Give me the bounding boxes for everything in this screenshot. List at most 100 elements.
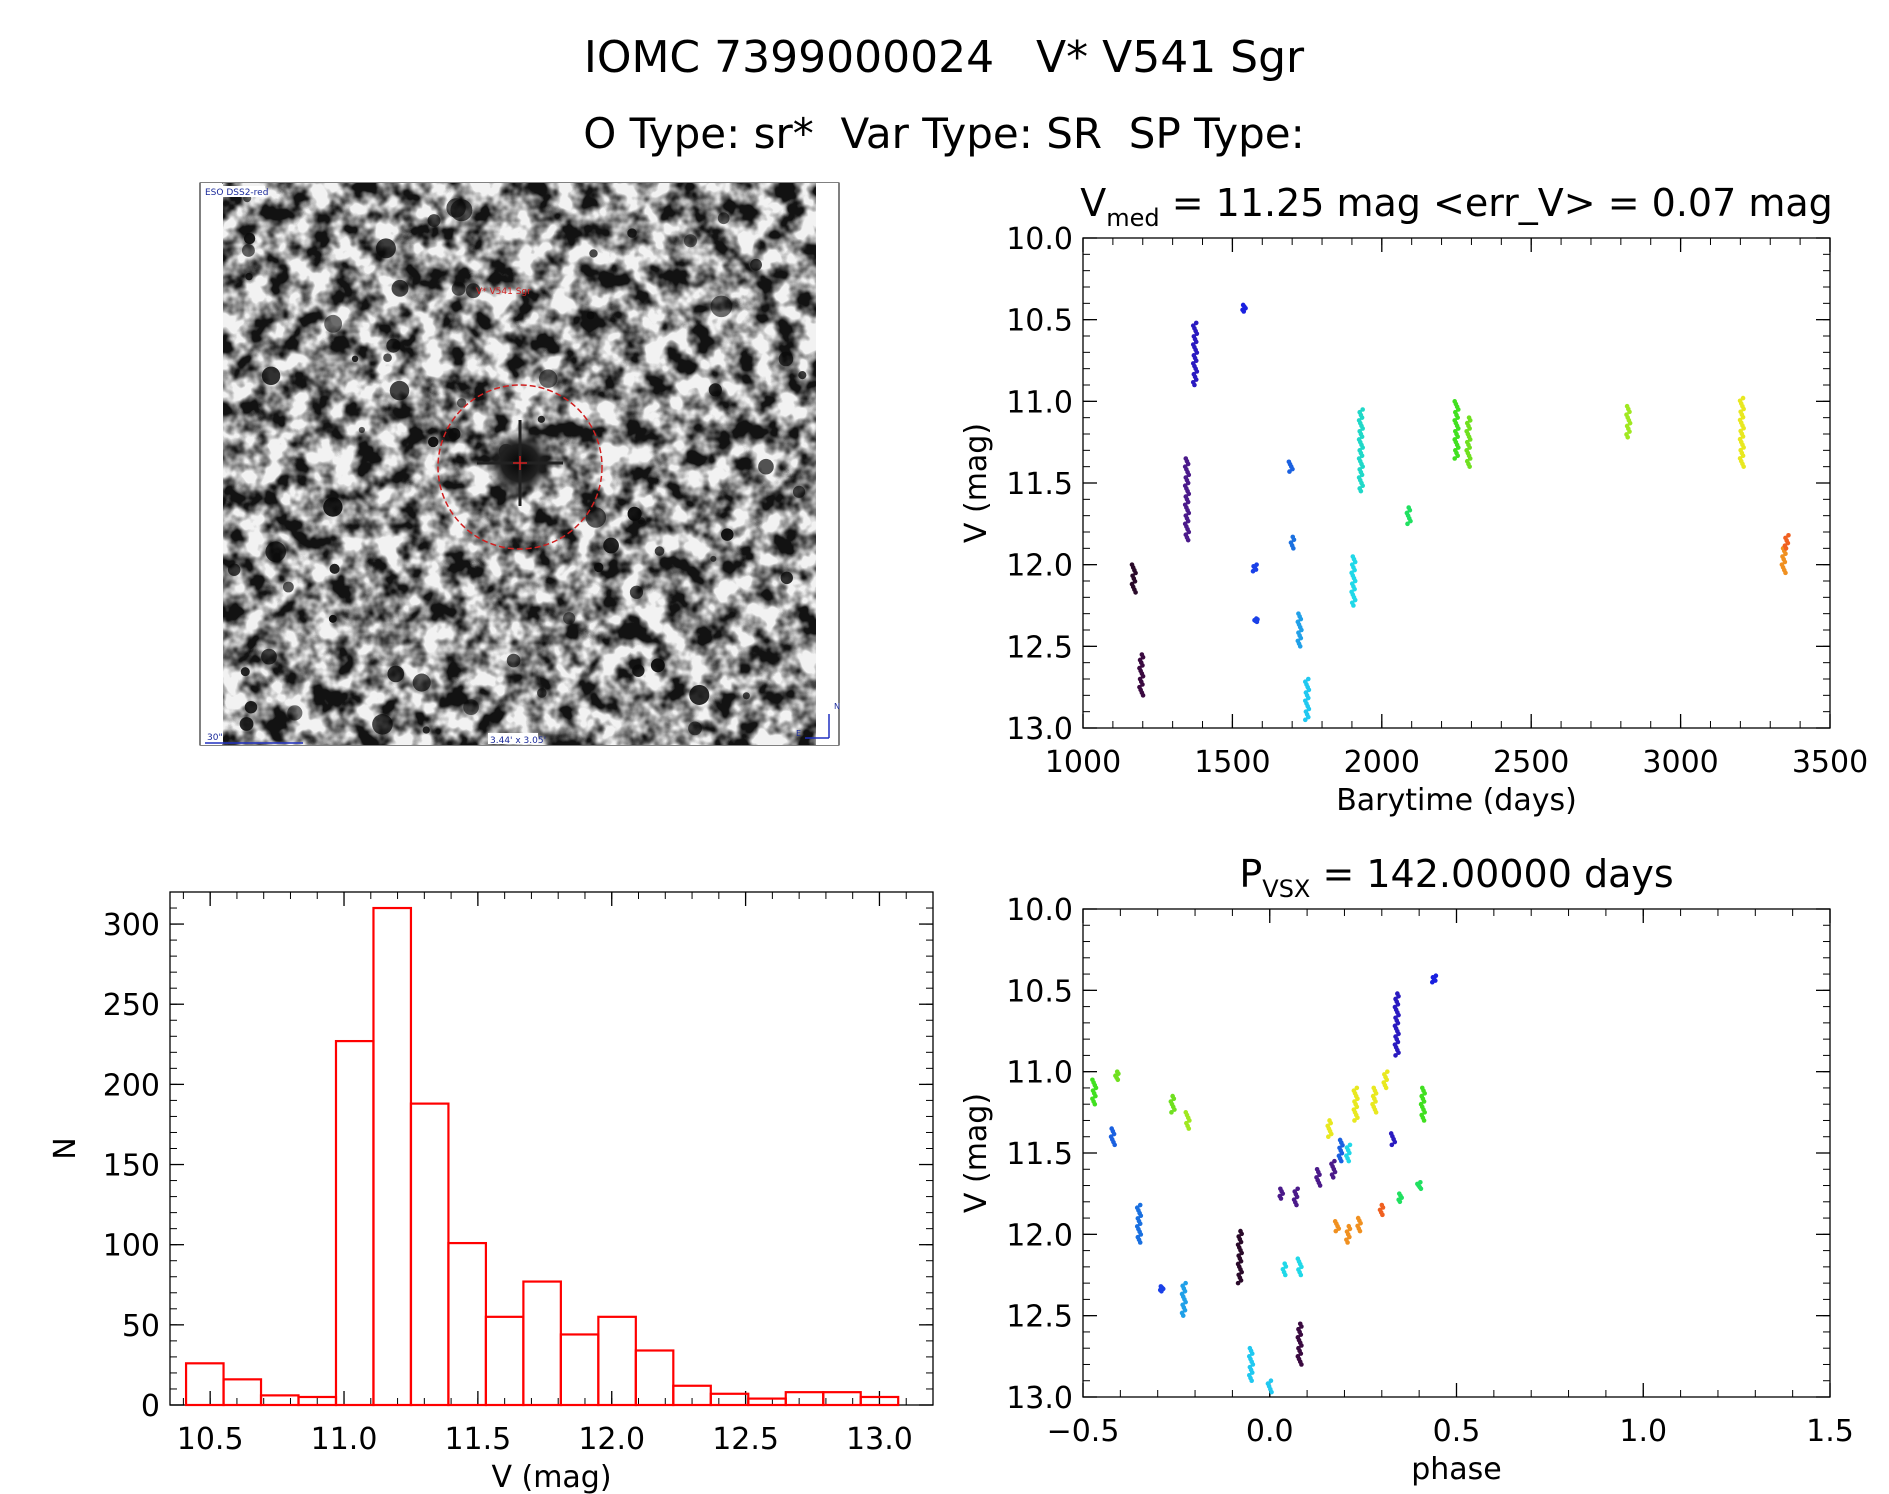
field-star — [585, 507, 607, 528]
data-point — [1186, 472, 1192, 478]
title-main: V — [1080, 181, 1106, 225]
field-star — [241, 243, 255, 257]
fov-label: 3.44' x 3.05' — [490, 736, 546, 746]
field-star — [324, 314, 343, 333]
y-tick-label: 10.0 — [1006, 222, 1073, 257]
field-star — [778, 351, 794, 367]
data-point — [1093, 1085, 1099, 1091]
histogram-bar — [822, 1391, 862, 1407]
data-point — [1328, 1120, 1334, 1126]
field-star — [240, 667, 250, 677]
field-star — [708, 383, 722, 397]
y-tick-label: 13.0 — [1006, 1381, 1073, 1416]
x-tick-label: 12.5 — [712, 1422, 779, 1457]
data-point — [1306, 714, 1311, 720]
histogram-bar — [784, 1391, 825, 1407]
field-star — [563, 612, 576, 625]
title-main: P — [1239, 852, 1262, 896]
data-point — [1783, 546, 1789, 551]
field-star — [750, 258, 762, 271]
field-star — [627, 506, 642, 521]
data-point — [1359, 415, 1365, 420]
field-star — [710, 295, 733, 318]
survey-label: ESO DSS2-red — [205, 188, 268, 198]
data-point — [1395, 1002, 1401, 1007]
y-tick-label: 12.0 — [1006, 1218, 1073, 1253]
data-point — [1456, 426, 1461, 431]
data-point — [1294, 1194, 1300, 1200]
title-rest: = 11.25 mag <err_V> = 0.07 mag — [1160, 181, 1833, 225]
data-point — [1132, 579, 1138, 584]
data-point — [1456, 407, 1461, 412]
data-point — [1352, 559, 1358, 565]
field-star — [244, 700, 258, 714]
data-point — [1782, 559, 1788, 565]
data-point — [1194, 331, 1200, 337]
data-point — [1393, 1053, 1398, 1058]
data-point — [1339, 1158, 1344, 1164]
data-point — [1340, 1142, 1345, 1148]
data-point — [1193, 358, 1199, 364]
field-star — [688, 721, 702, 736]
data-point — [1299, 1362, 1304, 1367]
data-point — [1392, 1139, 1398, 1145]
data-point — [1396, 1012, 1401, 1018]
field-star — [412, 673, 431, 692]
data-point — [1306, 687, 1312, 693]
data-point — [1187, 1118, 1192, 1123]
data-point — [1140, 682, 1145, 687]
field-star — [654, 546, 665, 556]
y-tick-label: 10.0 — [1006, 893, 1073, 928]
compass-north-label: N — [834, 702, 840, 711]
data-point — [1395, 1039, 1401, 1045]
histogram-bar — [334, 1039, 375, 1407]
data-point — [1299, 1324, 1304, 1329]
field-star — [586, 311, 595, 320]
field-star — [239, 717, 254, 731]
data-point — [1299, 1343, 1304, 1348]
data-point — [1194, 350, 1200, 355]
y-tick-label: 12.5 — [1006, 630, 1073, 665]
field-star — [261, 648, 277, 665]
data-point — [1373, 1099, 1378, 1104]
data-point — [1385, 1069, 1390, 1074]
scale-label: 30" — [207, 733, 223, 743]
field-star — [391, 279, 409, 297]
field-star — [243, 232, 256, 245]
data-point — [1183, 1280, 1188, 1286]
data-point — [1138, 1213, 1144, 1219]
x-tick-label: 3500 — [1792, 745, 1868, 780]
field-star — [427, 436, 439, 448]
data-point — [1298, 635, 1304, 641]
data-point — [1452, 456, 1457, 461]
data-point — [1299, 1264, 1304, 1270]
field-star — [387, 665, 405, 683]
field-star — [506, 653, 521, 668]
data-point — [1741, 445, 1746, 450]
data-point — [1241, 309, 1247, 314]
field-star — [650, 658, 665, 673]
data-point — [1278, 1196, 1284, 1201]
data-point — [1185, 537, 1191, 543]
y-axis-label: V (mag) — [959, 1093, 994, 1213]
data-point — [1239, 1250, 1244, 1256]
plot-title: PVSX = 142.00000 days — [1239, 852, 1673, 903]
data-point — [1339, 1150, 1345, 1156]
data-point — [1352, 597, 1358, 603]
x-tick-label: 12.0 — [578, 1422, 645, 1457]
x-tick-label: 1000 — [1045, 745, 1121, 780]
data-point — [1359, 453, 1365, 459]
data-point — [1467, 464, 1472, 469]
field-star — [537, 688, 547, 698]
data-point — [1294, 1202, 1299, 1208]
data-point — [1137, 1240, 1143, 1245]
x-tick-label: 0.5 — [1433, 1414, 1481, 1449]
data-point — [1383, 1085, 1389, 1091]
data-point — [1396, 993, 1401, 999]
field-star — [683, 234, 698, 248]
field-star — [358, 426, 365, 434]
y-axis-label: V (mag) — [959, 423, 994, 543]
data-point — [1297, 644, 1303, 649]
data-point — [1347, 1234, 1352, 1240]
title-rest: = 142.00000 days — [1310, 852, 1673, 896]
